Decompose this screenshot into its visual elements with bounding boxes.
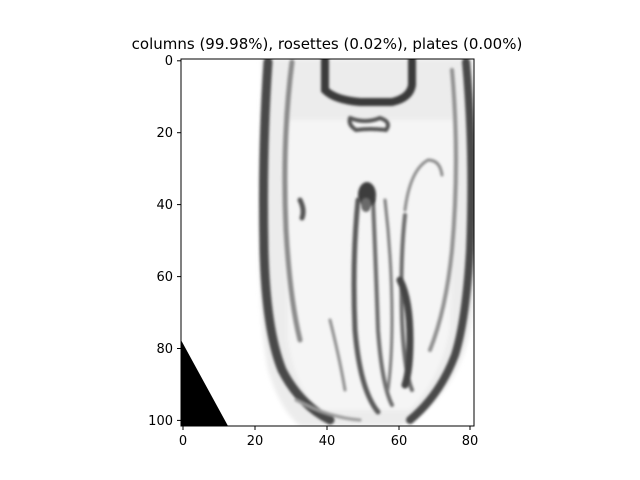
y-tick-label: 20 [156,126,173,141]
crystal-image [181,59,474,426]
x-tick-label: 0 [179,434,187,449]
figure-title: columns (99.98%), rosettes (0.02%), plat… [132,35,523,53]
y-axis: 0 20 40 60 80 100 [148,54,181,429]
x-tick-label: 60 [391,434,408,449]
x-tick-label: 20 [247,434,264,449]
y-tick-label: 80 [156,342,173,357]
y-tick-label: 100 [148,414,173,429]
y-tick-label: 60 [156,270,173,285]
x-axis: 0 20 40 60 80 [179,426,478,449]
x-tick-label: 80 [462,434,479,449]
y-tick-label: 0 [165,54,173,69]
x-tick-label: 40 [319,434,336,449]
y-tick-label: 40 [156,198,173,213]
